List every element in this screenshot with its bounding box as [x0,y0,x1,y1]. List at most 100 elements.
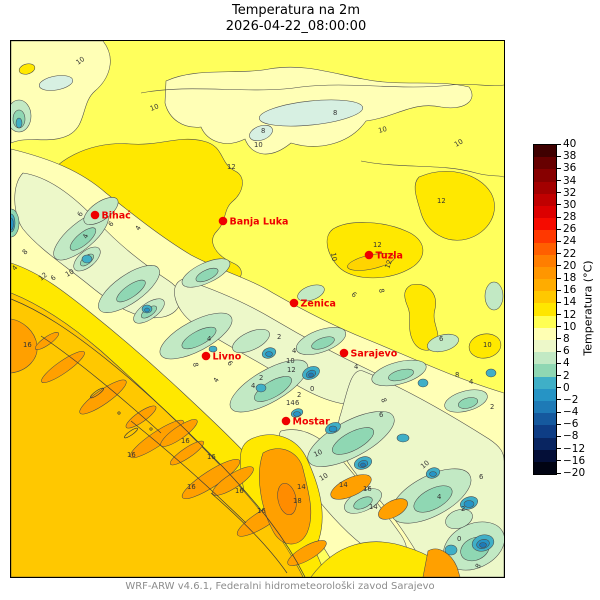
contour-label: 2 [490,403,494,411]
colorbar-tick: 10 [557,322,576,332]
colorbar-segment [534,449,556,462]
colorbar-segment [534,266,556,280]
colorbar-segment [534,145,556,158]
colorbar-tick: 18 [557,273,576,283]
city-marker-banja-luka: Banja Luka [218,217,289,228]
contour-label: 12 [373,241,382,249]
contour-label: 4 [469,378,473,386]
contour-label: 4 [212,376,221,384]
colorbar-tick: −8 [557,431,578,442]
city-dot [339,348,349,358]
colorbar-tick: 40 [557,139,576,149]
colorbar-ticks: 40 38 36 34 32 30 28 26 24 22 20 18 16 14 12 10 8 6 4 2 0 −2−… [557,139,597,478]
colorbar-segment [534,193,556,206]
colorbar-segment [534,340,556,353]
contour-label: 16 [257,507,266,515]
city-marker-mostar: Mostar [281,416,331,428]
contour-label: 4 [354,363,358,371]
city-dot [201,351,211,361]
map-axes: 10 10 8 10 8 10 10 12 12 10 12 12 8 6 6 4 6 4 10 12 8 4 6 4 2 4 10… [10,40,505,578]
contour-label: 10 [149,102,160,112]
contour-label: 12 [437,197,446,205]
city-dot [364,250,374,260]
colorbar-tick: 32 [557,187,576,198]
city-marker-zenica: Zenica [289,298,336,310]
colorbar-segment [534,303,556,316]
colorbar-tick: −12 [557,443,585,454]
contour-label: 8 [21,248,30,257]
city-label: Mostar [293,417,331,428]
colorbar-segment [534,181,556,194]
city-dot [90,210,100,220]
city-dot [289,298,299,308]
colorbar-segment [534,254,556,267]
contour-label: 6 [107,220,116,229]
contour-label: 16 [363,485,372,493]
source-credit: WRF-ARW v4.6.1, Federalni hidrometeorolo… [125,581,435,592]
contour-label: 10 [75,55,87,67]
city-marker-tuzla: Tuzla [364,250,403,262]
contour-label: 12 [37,271,49,283]
city-layer: Bihać Banja Luka Tuzla Zenica Livno Sarajevo M… [90,210,403,428]
city-label: Bihać [102,211,132,222]
fill-layer-coastal-warm [11,262,461,577]
city-label: Banja Luka [230,217,289,228]
contour-line-layer [140,84,504,178]
colorbar-tick: −16 [557,456,585,466]
colorbar-tick: 6 [557,346,570,356]
fill-layer-minus4-minus2 [308,372,487,548]
contour-label: 4 [207,335,211,343]
colorbar-segment [534,230,556,243]
contour-label: 4 [81,233,90,240]
contour-label: 6 [350,290,358,299]
colorbar-tick: 34 [557,175,576,186]
contour-label: 14 [369,503,378,511]
colorbar-tick: −2 [557,395,578,405]
colorbar-segment [534,242,556,255]
city-label: Livno [213,352,242,363]
colorbar-segment [534,205,556,219]
colorbar-segment [534,364,556,377]
contour-label: 10 [312,448,323,459]
colorbar-segment [534,279,556,292]
contour-label: 0 [457,535,461,543]
colorbar-tick: 28 [557,212,576,222]
city-dot [281,416,291,426]
contour-label: 10 [377,125,387,135]
colorbar-segment [534,461,556,475]
colorbar-tick: 22 [557,248,576,259]
colorbar-tick: 2 [557,370,570,381]
contour-label: 8 [455,371,459,379]
contour-label: 2 [277,333,281,341]
colorbar-segment [534,376,556,389]
contour-label: 14 [339,481,348,489]
colorbar-segment [534,388,556,401]
contour-label: 16 [127,451,136,459]
city-marker-bihać: Bihać [90,210,132,222]
contour-label: 4 [134,224,143,232]
contour-label: 8 [379,397,388,404]
colorbar-tick: −20 [557,468,585,478]
colorbar-tick: 36 [557,163,576,174]
colorbar-segment [534,169,556,182]
contour-label: 8 [474,562,483,570]
contour-label: 10 [318,471,329,482]
contour-label: 12 [287,366,296,374]
contour-label: 4 [251,382,255,390]
colorbar-tick: −6 [557,419,578,430]
fill-layer-teal-north [38,75,364,142]
contour-label: 16 [181,437,190,445]
colorbar-tick: −4 [557,407,578,417]
plot-subtitle-datetime: 2026-04-22_08:00:00 [225,19,367,34]
contour-label: 10 [419,459,431,471]
colorbar-tick: 0 [557,382,570,393]
contour-label: 6 [479,473,483,481]
colorbar-tick: 20 [557,261,576,271]
contour-label: 14 [297,483,306,491]
contour-label: 10 [286,357,295,365]
contour-label: 8 [377,288,386,294]
colorbar-segment [534,400,556,414]
colorbar-tick: 24 [557,236,576,247]
colorbar-segment [534,413,556,426]
